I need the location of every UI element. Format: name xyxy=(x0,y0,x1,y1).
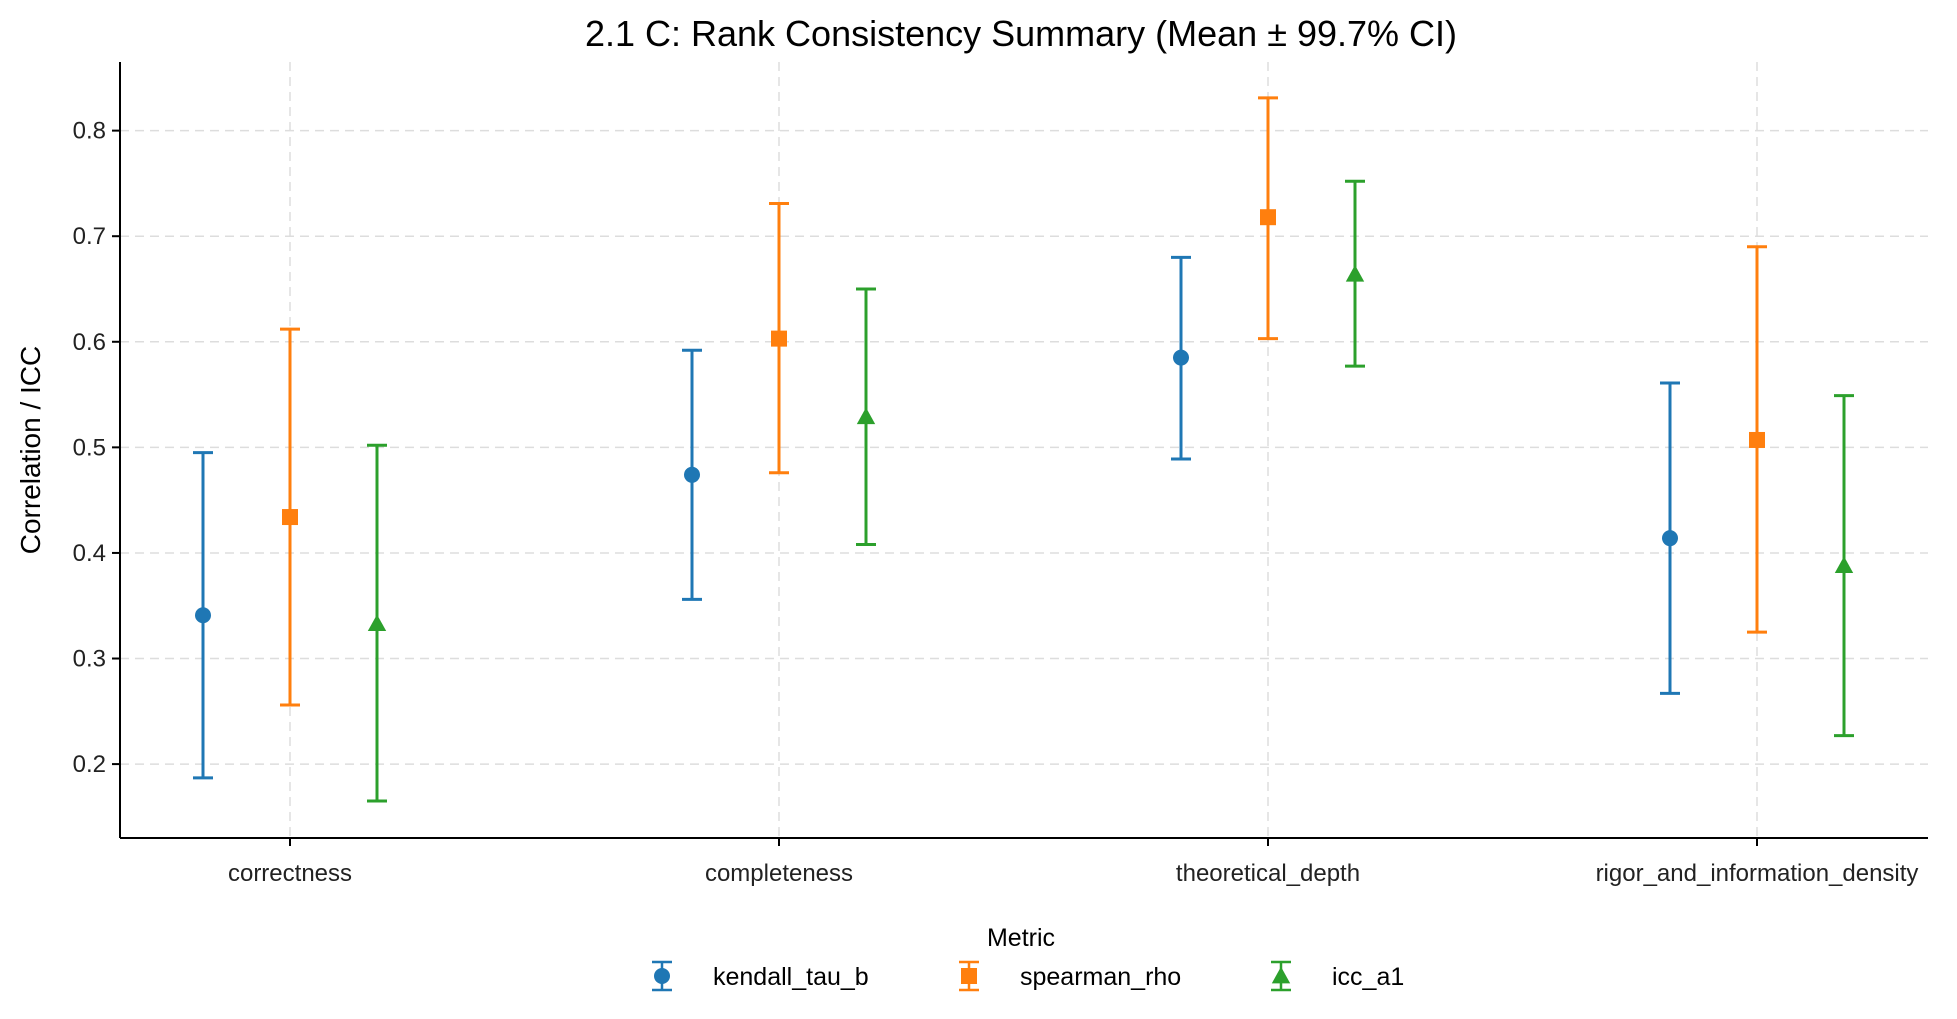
chart-title: 2.1 C: Rank Consistency Summary (Mean ± … xyxy=(585,13,1457,54)
series-icc-a1 xyxy=(367,179,1854,803)
y-tick-label: 0.6 xyxy=(73,329,106,356)
y-tick-label: 0.2 xyxy=(73,751,106,778)
data-point xyxy=(856,407,876,425)
y-tick-label: 0.5 xyxy=(73,434,106,461)
data-point xyxy=(1662,530,1678,547)
legend-label: icc_a1 xyxy=(1332,963,1404,991)
x-tick-label: correctness xyxy=(228,860,352,887)
legend: Metric kendall_tau_b spearman_rho icc_a1 xyxy=(652,924,1404,992)
y-tick-label: 0.8 xyxy=(73,118,106,145)
data-point xyxy=(1345,265,1365,282)
y-tick-label: 0.4 xyxy=(73,540,106,567)
legend-label: kendall_tau_b xyxy=(713,963,869,991)
legend-marker xyxy=(1271,966,1291,984)
legend-label: spearman_rho xyxy=(1020,963,1181,991)
x-tick-label: theoretical_depth xyxy=(1176,860,1360,887)
data-point xyxy=(1173,349,1189,366)
y-tick-label: 0.7 xyxy=(73,223,106,250)
x-tick-label: rigor_and_information_density xyxy=(1596,860,1919,887)
data-point xyxy=(684,466,700,483)
data-point xyxy=(1260,209,1276,226)
axis-layer: 0.2 0.3 0.4 0.5 0.6 0.7 0.8 correctness complete… xyxy=(73,62,1928,887)
series-kendall-tau-b xyxy=(193,255,1680,780)
legend-item-kendall-tau-b: kendall_tau_b xyxy=(652,960,869,992)
legend-title: Metric xyxy=(987,924,1055,952)
data-point xyxy=(1749,431,1765,448)
legend-marker xyxy=(961,968,977,984)
x-tick-label: completeness xyxy=(705,860,853,887)
data-point xyxy=(282,509,298,526)
legend-item-spearman-rho: spearman_rho xyxy=(959,960,1181,992)
data-point xyxy=(195,607,211,624)
data-point xyxy=(367,614,387,632)
data-point xyxy=(1834,556,1854,573)
data-point xyxy=(771,330,787,347)
y-tick-label: 0.3 xyxy=(73,646,106,673)
data-layer xyxy=(193,96,1854,803)
y-axis-label: Correlation / ICC xyxy=(15,346,46,555)
legend-item-icc-a1: icc_a1 xyxy=(1271,960,1404,992)
legend-marker xyxy=(654,968,670,984)
series-spearman-rho xyxy=(280,96,1767,707)
grid-layer xyxy=(120,62,1928,838)
